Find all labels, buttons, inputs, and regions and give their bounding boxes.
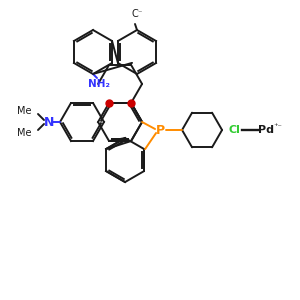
Text: Pd: Pd	[258, 125, 274, 135]
Text: ⁺⁻: ⁺⁻	[274, 122, 283, 131]
Text: Me: Me	[17, 106, 32, 116]
Text: C: C	[132, 9, 138, 19]
Text: Me: Me	[17, 128, 32, 138]
Text: N: N	[44, 116, 54, 128]
Text: NH₂: NH₂	[88, 79, 110, 89]
Text: Cl: Cl	[228, 125, 240, 135]
Text: ⁻: ⁻	[138, 8, 142, 17]
Text: P: P	[155, 124, 165, 136]
